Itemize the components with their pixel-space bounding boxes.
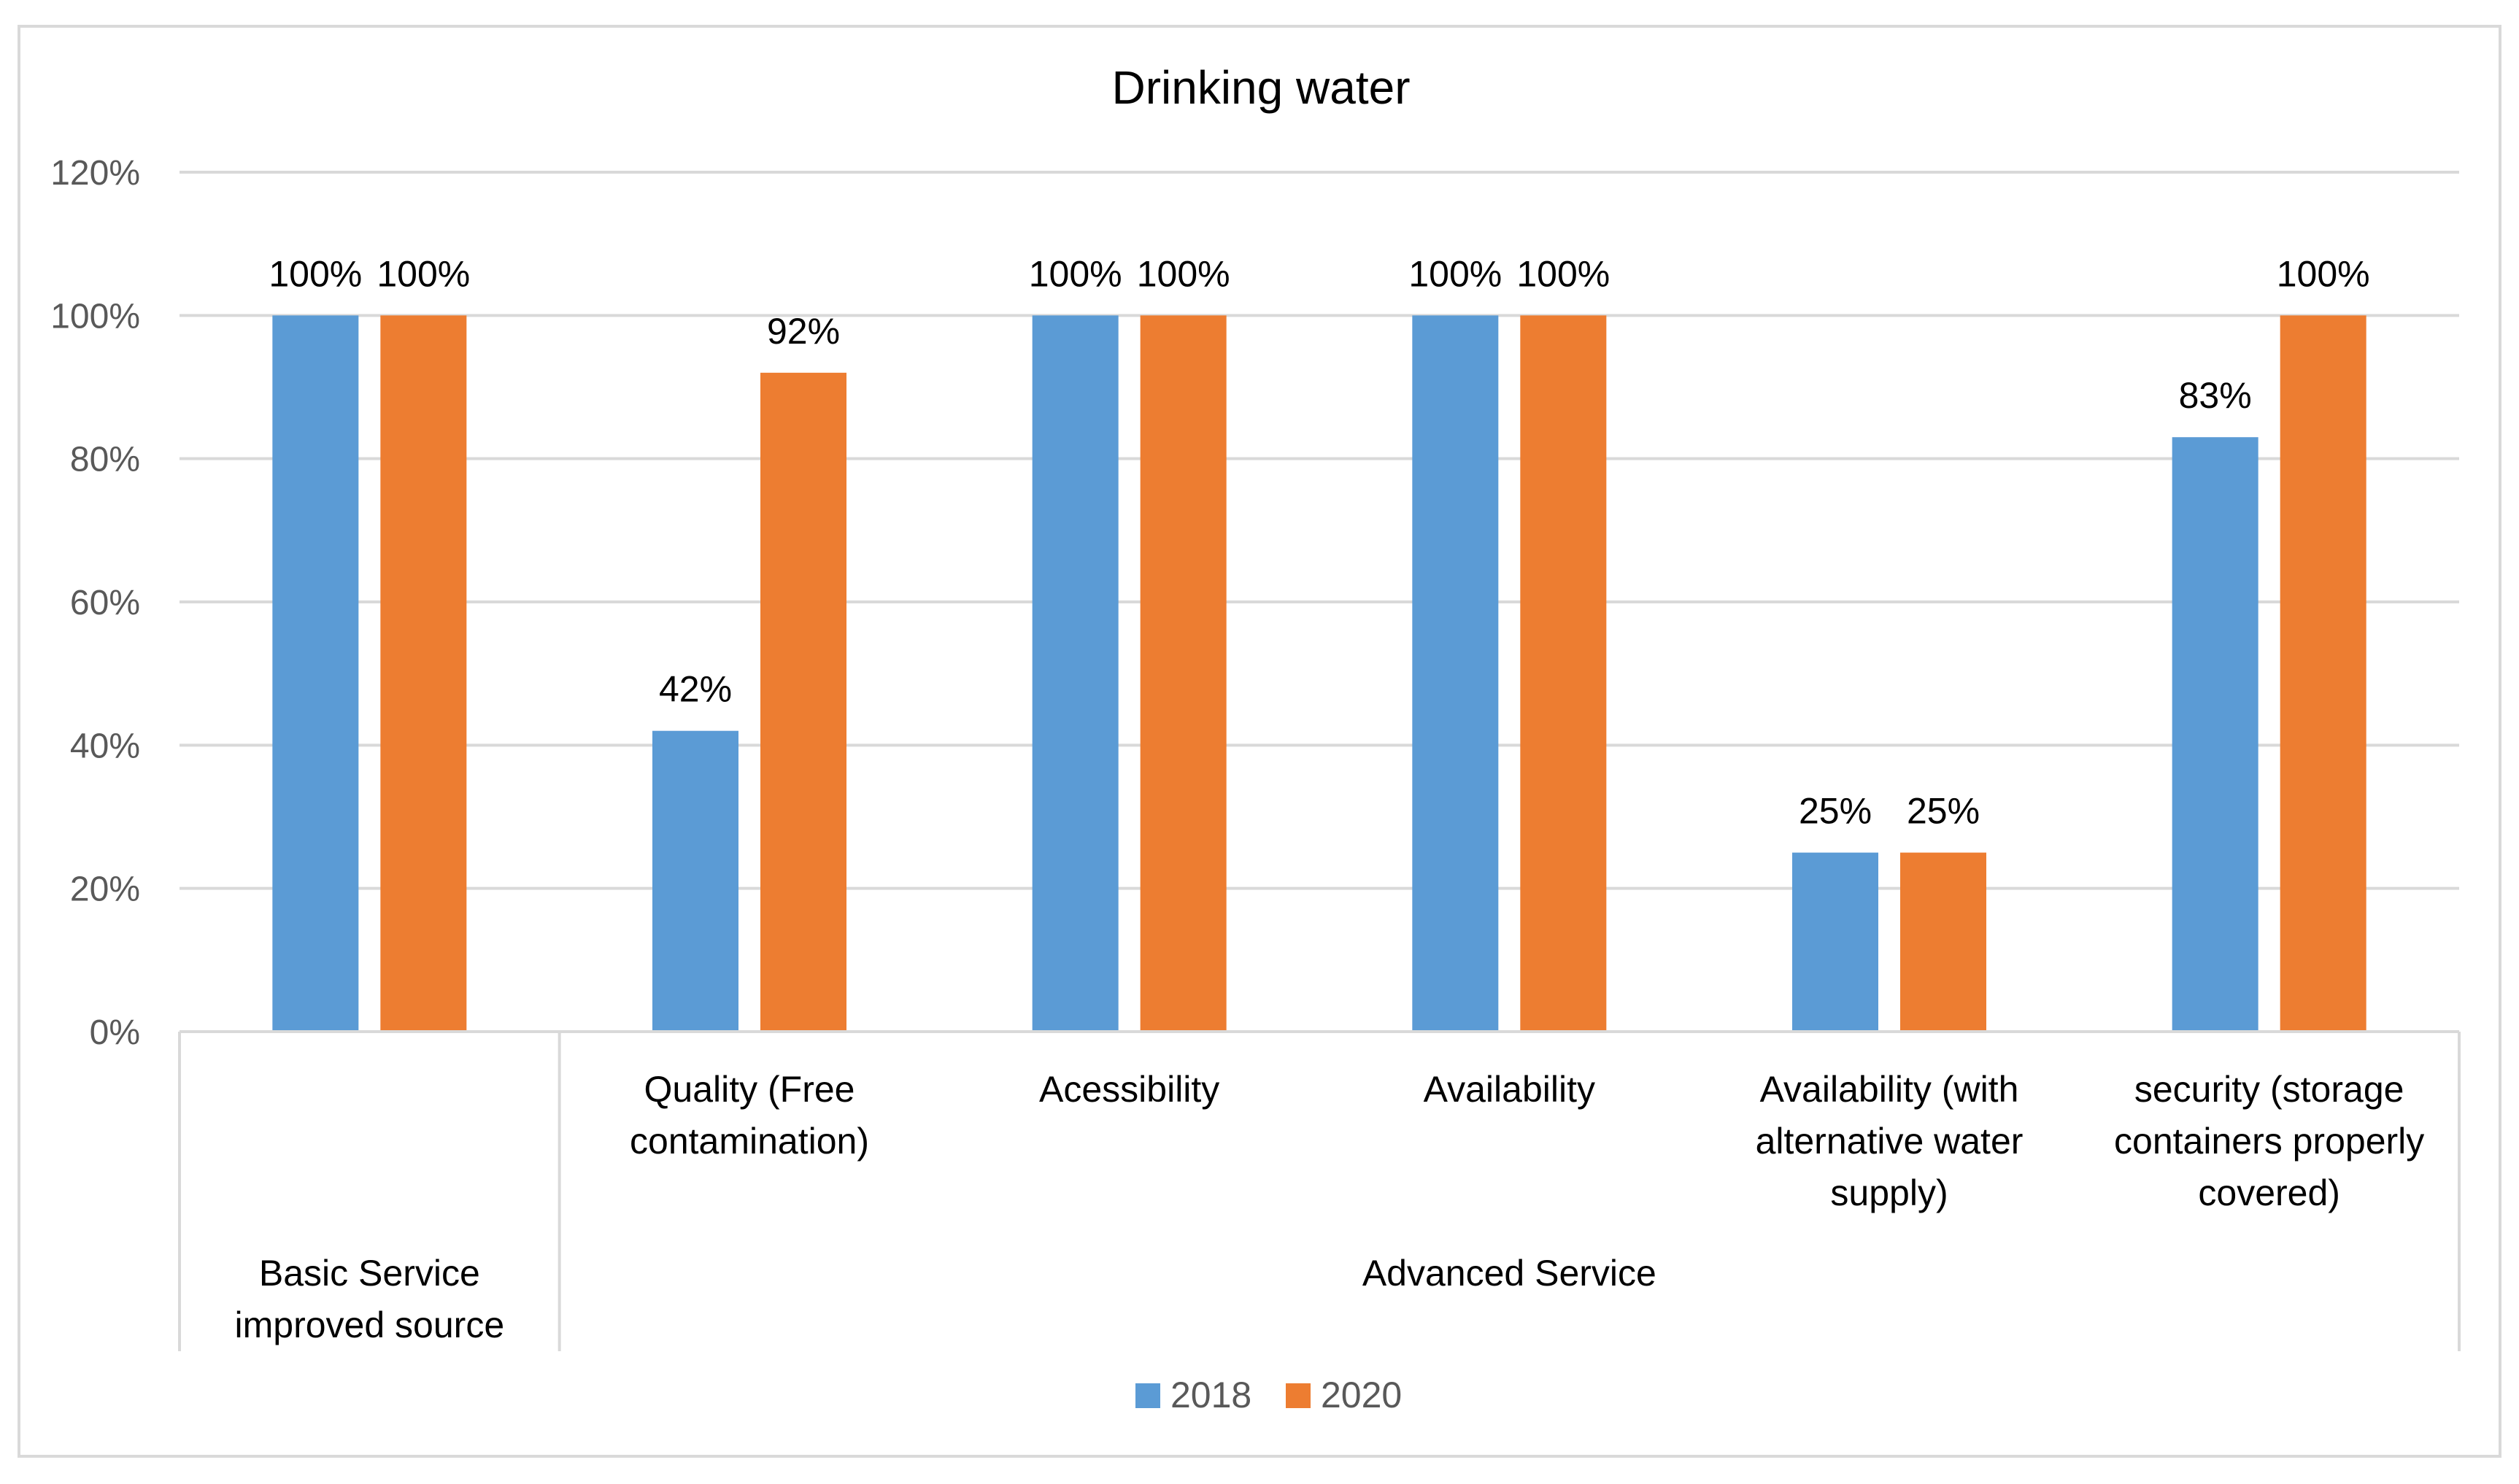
data-label-2020: 100% <box>2277 253 2370 294</box>
data-label-2020: 25% <box>1907 791 1980 832</box>
legend-label-2018: 2018 <box>1170 1375 1251 1415</box>
data-label-2018: 25% <box>1799 791 1872 832</box>
y-tick-label: 40% <box>70 727 140 765</box>
data-label-2020: 100% <box>1137 253 1230 294</box>
legend: 2018 2020 <box>1135 1375 1402 1415</box>
category-label: alternative water <box>1756 1121 2024 1162</box>
data-label-2020: 100% <box>377 253 470 294</box>
y-tick-label: 0% <box>90 1013 140 1052</box>
legend-label-2020: 2020 <box>1321 1375 1402 1415</box>
bar-2020 <box>1900 852 1986 1032</box>
category-label: contamination) <box>630 1121 869 1162</box>
bar-2018 <box>1412 315 1499 1032</box>
data-label-2018: 100% <box>1029 253 1122 294</box>
bar-2018 <box>1792 852 1878 1032</box>
legend-swatch-2018 <box>1135 1383 1160 1408</box>
x-axis <box>178 1030 2461 1351</box>
data-labels: 100% 42% 100% 100% 25% 83% 100% 92% 100% 100% 25% 1… <box>269 253 2369 831</box>
category-label: Availability (with <box>1760 1069 2019 1110</box>
gridlines <box>180 171 2459 890</box>
category-label: Quality (Free <box>644 1069 855 1110</box>
category-label: covered) <box>2198 1172 2340 1213</box>
data-label-2018: 42% <box>659 669 732 710</box>
y-axis-tick-labels: 0% 20% 40% 60% 80% 100% 120% <box>50 154 140 1052</box>
y-tick-label: 100% <box>50 297 140 336</box>
category-label: Availability <box>1424 1069 1595 1110</box>
data-label-2020: 92% <box>767 311 840 352</box>
group-label: improved source <box>235 1305 505 1345</box>
y-tick-label: 20% <box>70 870 140 909</box>
category-label: supply) <box>1830 1172 1948 1213</box>
bar-2020 <box>380 315 467 1032</box>
bar-2018 <box>1032 315 1119 1032</box>
bar-2020 <box>1520 315 1607 1032</box>
category-labels: Quality (Free contamination) Acessibility A… <box>630 1069 2424 1213</box>
category-label: containers properly <box>2114 1121 2424 1162</box>
y-tick-label: 80% <box>70 441 140 479</box>
bar-2020 <box>1140 315 1227 1032</box>
category-label: security (storage <box>2134 1069 2404 1110</box>
bar-2020 <box>760 372 846 1032</box>
data-label-2018: 83% <box>2179 375 2252 416</box>
y-tick-label: 120% <box>50 154 140 193</box>
bar-2018 <box>652 730 738 1032</box>
data-label-2018: 100% <box>1408 253 1502 294</box>
group-label: Basic Service <box>259 1253 480 1294</box>
data-label-2018: 100% <box>269 253 362 294</box>
bar-2018 <box>2172 437 2258 1032</box>
category-label: Acessibility <box>1039 1069 1219 1110</box>
bar-2018 <box>272 315 359 1032</box>
data-label-2020: 100% <box>1516 253 1610 294</box>
bars <box>272 315 2366 1032</box>
chart-title: Drinking water <box>1111 61 1410 114</box>
legend-swatch-2020 <box>1286 1383 1311 1408</box>
y-tick-label: 60% <box>70 584 140 622</box>
group-label: Advanced Service <box>1362 1253 1656 1294</box>
group-labels: Basic Service improved source Advanced Ser… <box>235 1253 1656 1345</box>
bar-2020 <box>2280 315 2366 1032</box>
